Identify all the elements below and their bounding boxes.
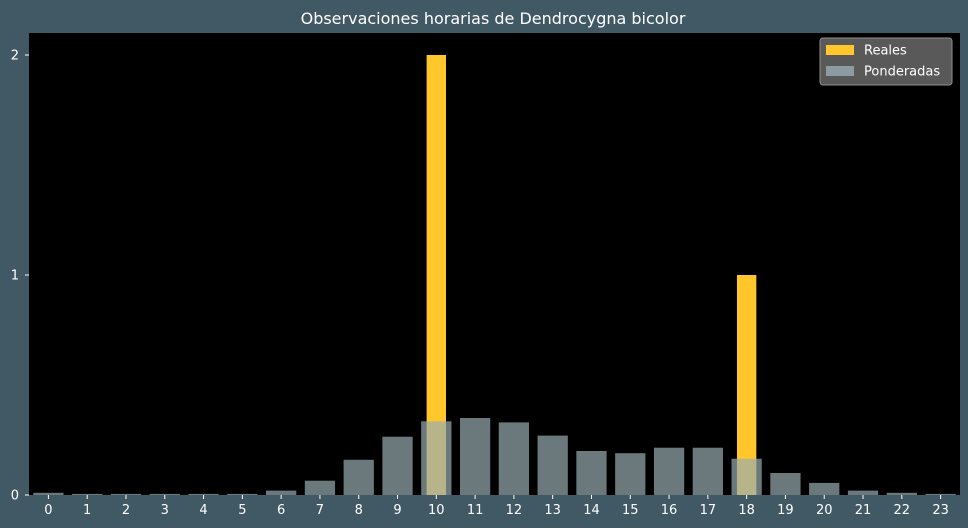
y-axis: 0 1 2 <box>11 49 29 504</box>
x-tick-label: 19 <box>777 503 794 518</box>
x-tick-label: 0 <box>44 503 52 518</box>
x-tick-label: 3 <box>161 503 169 518</box>
x-tick-label: 10 <box>428 503 445 518</box>
bar-ponderadas-0 <box>33 492 64 495</box>
bar-reales-10 <box>426 55 447 495</box>
x-tick-label: 16 <box>661 503 678 518</box>
x-tick-label: 18 <box>738 503 755 518</box>
legend: Reales Ponderadas <box>819 37 953 86</box>
legend-swatch-reales <box>826 45 854 55</box>
plot-area <box>29 33 960 495</box>
chart-title: Observaciones horarias de Dendrocygna bi… <box>301 9 686 28</box>
legend-label-ponderadas: Ponderadas <box>864 65 940 80</box>
bar-ponderadas-13 <box>537 435 568 495</box>
x-tick-label: 14 <box>583 503 600 518</box>
legend-label-reales: Reales <box>864 44 907 59</box>
bar-reales-18 <box>736 275 757 495</box>
legend-swatch-ponderadas <box>826 66 854 76</box>
x-tick-label: 17 <box>700 503 717 518</box>
bar-ponderadas-1 <box>72 493 103 495</box>
bars-layer <box>33 55 956 495</box>
x-tick-label: 6 <box>277 503 285 518</box>
y-tick-label: 2 <box>11 49 19 64</box>
x-tick-label: 8 <box>355 503 363 518</box>
x-tick-label: 4 <box>199 503 207 518</box>
x-tick-label: 2 <box>122 503 130 518</box>
y-tick-label: 0 <box>11 489 19 504</box>
bar-ponderadas-2 <box>110 493 142 495</box>
bar-ponderadas-11 <box>459 418 491 495</box>
bar-ponderadas-23 <box>925 493 956 495</box>
bar-ponderadas-12 <box>498 422 530 495</box>
bar-ponderadas-18 <box>731 458 762 495</box>
bar-ponderadas-16 <box>653 447 685 495</box>
x-tick-label: 13 <box>544 503 561 518</box>
bar-ponderadas-22 <box>886 492 917 495</box>
x-tick-label: 15 <box>622 503 639 518</box>
bar-ponderadas-9 <box>382 436 413 495</box>
x-tick-label: 1 <box>83 503 91 518</box>
x-tick-label: 9 <box>393 503 401 518</box>
x-tick-label: 11 <box>467 503 484 518</box>
x-tick-label: 5 <box>238 503 246 518</box>
bar-ponderadas-4 <box>188 493 219 495</box>
bar-ponderadas-3 <box>149 493 180 495</box>
bar-ponderadas-5 <box>227 493 258 495</box>
x-tick-label: 22 <box>894 503 911 518</box>
bar-ponderadas-15 <box>615 453 646 495</box>
bar-ponderadas-20 <box>809 482 840 495</box>
bar-ponderadas-10 <box>421 421 452 495</box>
bar-ponderadas-17 <box>692 447 723 495</box>
x-tick-label: 23 <box>932 503 949 518</box>
y-tick-label: 1 <box>11 269 19 284</box>
bar-ponderadas-7 <box>304 480 336 495</box>
bar-ponderadas-14 <box>576 451 607 495</box>
bar-ponderadas-6 <box>266 490 297 495</box>
x-axis: 0 1 2 3 4 5 6 7 8 9 10 11 12 13 14 15 16 17 18 19 20 21 22 23 <box>44 495 949 518</box>
bar-ponderadas-8 <box>343 459 374 495</box>
x-tick-label: 12 <box>506 503 523 518</box>
x-tick-label: 7 <box>316 503 324 518</box>
bar-ponderadas-21 <box>847 490 879 495</box>
x-tick-label: 21 <box>855 503 872 518</box>
x-tick-label: 20 <box>816 503 833 518</box>
bar-ponderadas-19 <box>770 473 801 495</box>
